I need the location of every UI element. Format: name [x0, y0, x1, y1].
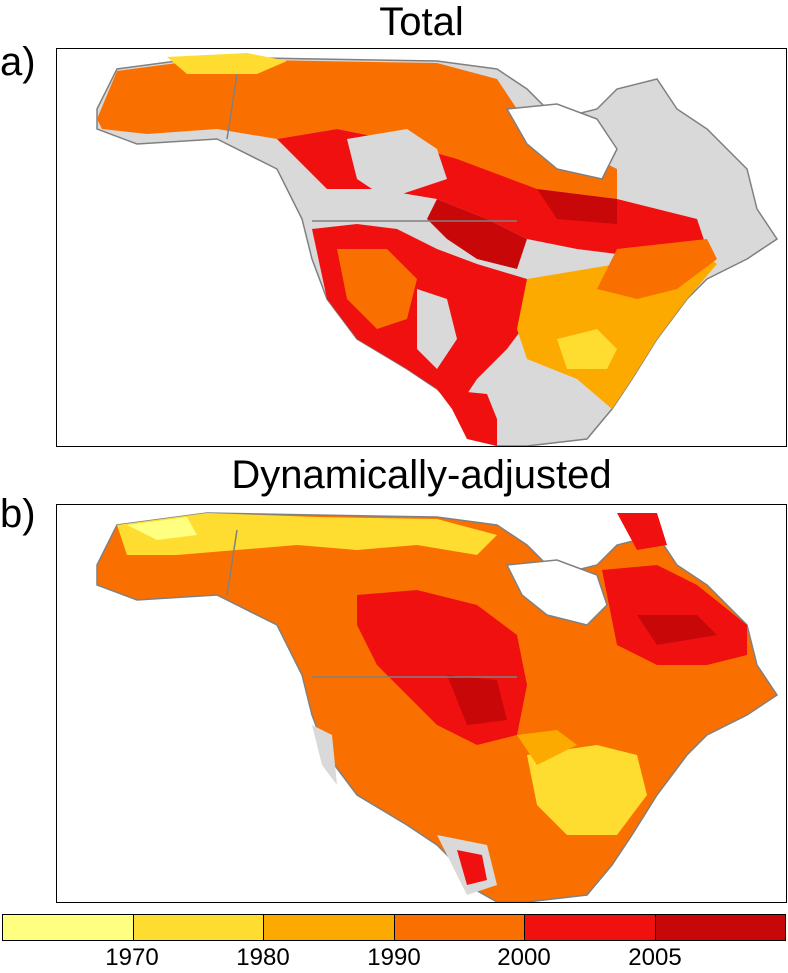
- colorbar-swatch: [394, 915, 525, 940]
- region-lightyellow-alaska: [127, 517, 197, 540]
- colorbar-tick-label: 2000: [497, 944, 551, 971]
- colorbar-swatch: [525, 915, 656, 940]
- region-darkred-b2: [637, 615, 717, 645]
- colorbar-tick-label: 1990: [367, 944, 421, 971]
- panel-a-title: Total: [379, 0, 464, 44]
- region-orange-west: [337, 249, 417, 329]
- region-yellow-arctic: [167, 53, 287, 74]
- colorbar: [2, 914, 786, 941]
- colorbar-swatch: [3, 915, 134, 940]
- colorbar-swatch: [264, 915, 395, 940]
- border-alaska: [226, 73, 238, 140]
- region-darkred-a1: [427, 199, 527, 269]
- region-yellow-se: [557, 329, 617, 369]
- hudson-bay-b: [505, 559, 608, 626]
- colorbar-swatch: [655, 915, 785, 940]
- panel-a-map: [56, 48, 787, 447]
- region-darkred-b1: [447, 675, 507, 725]
- region-nodata-a2: [417, 289, 457, 369]
- region-darkred-a2: [537, 189, 617, 224]
- panel-b-title: Dynamically-adjusted: [231, 453, 612, 497]
- region-red-greenland: [617, 513, 667, 550]
- region-orange-north: [97, 59, 617, 199]
- hudson-bay: [505, 103, 618, 180]
- region-yellow-east: [527, 745, 647, 835]
- panel-b-map: [56, 504, 787, 903]
- region-yellow-alaska: [117, 513, 497, 555]
- region-red-mexico-b: [457, 850, 487, 885]
- panel-b-label: b): [0, 492, 36, 536]
- region-lightorange-east-b: [517, 730, 577, 765]
- colorbar-tick-label: 1970: [105, 944, 159, 971]
- colorbar-swatch: [133, 915, 264, 940]
- border-alaska-b: [226, 529, 238, 596]
- region-red-mexico: [437, 389, 497, 446]
- region-nodata-west-b: [312, 725, 337, 785]
- region-orange-ne: [597, 239, 717, 299]
- colorbar-tick-label: 2005: [628, 944, 682, 971]
- region-nodata-a1: [347, 129, 447, 199]
- panel-a-label: a): [0, 40, 36, 84]
- colorbar-tick-label: 1980: [236, 944, 290, 971]
